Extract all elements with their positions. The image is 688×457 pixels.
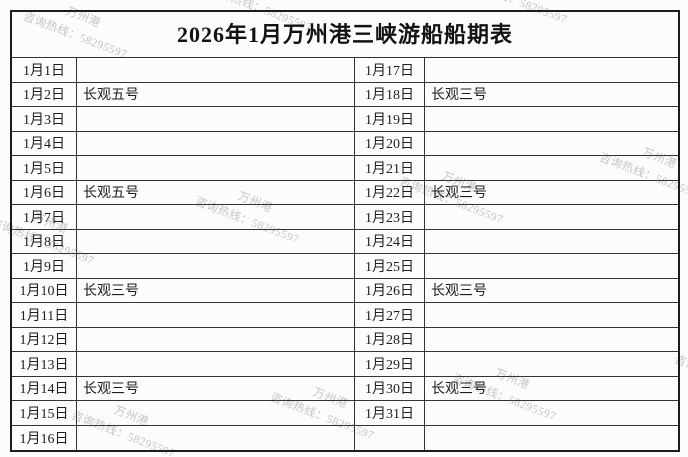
ship-name-cell — [425, 58, 678, 83]
ship-name-cell — [425, 303, 678, 328]
ship-name-cell — [77, 425, 355, 450]
ship-name-cell: 长观五号 — [77, 82, 355, 107]
ship-name-cell — [77, 327, 355, 352]
schedule-table: 2026年1月万州港三峡游船船期表 1月1日 1月17日 1月2日 长观五号 1月18日… — [10, 10, 680, 452]
ship-name-cell — [425, 352, 678, 377]
date-cell: 1月4日 — [12, 131, 77, 156]
date-cell: 1月6日 — [12, 180, 77, 205]
date-cell: 1月1日 — [12, 58, 77, 83]
date-cell: 1月28日 — [355, 327, 425, 352]
date-cell: 1月13日 — [12, 352, 77, 377]
ship-name-cell — [425, 401, 678, 426]
ship-name-cell: 长观五号 — [77, 180, 355, 205]
date-cell: 1月25日 — [355, 254, 425, 279]
date-cell: 1月27日 — [355, 303, 425, 328]
ship-name-cell: 长观三号 — [77, 278, 355, 303]
date-cell: 1月22日 — [355, 180, 425, 205]
ship-name-cell — [77, 205, 355, 230]
ship-name-cell: 长观三号 — [77, 376, 355, 401]
date-cell: 1月30日 — [355, 376, 425, 401]
date-cell: 1月12日 — [12, 327, 77, 352]
ship-name-cell: 长观三号 — [425, 83, 678, 107]
date-cell: 1月15日 — [12, 401, 77, 426]
date-cell: 1月24日 — [355, 229, 425, 254]
page-title: 2026年1月万州港三峡游船船期表 — [12, 12, 678, 58]
date-cell: 1月16日 — [12, 425, 77, 450]
ship-name-cell — [425, 230, 678, 254]
date-cell: 1月17日 — [355, 58, 425, 83]
ship-name-cell — [77, 156, 355, 181]
ship-name-cell — [77, 254, 355, 279]
ship-name-cell — [77, 131, 355, 156]
date-cell: 1月20日 — [355, 131, 425, 156]
ship-name-cell — [77, 107, 355, 132]
date-cell: 1月21日 — [355, 156, 425, 181]
date-cell: 1月3日 — [12, 107, 77, 132]
ship-name-cell — [425, 254, 678, 279]
ship-name-cell — [77, 401, 355, 426]
date-cell — [355, 425, 425, 450]
date-cell: 1月29日 — [355, 352, 425, 377]
date-cell: 1月9日 — [12, 254, 77, 279]
ship-name-cell — [425, 205, 678, 230]
date-cell: 1月5日 — [12, 156, 77, 181]
date-cell: 1月18日 — [355, 82, 425, 107]
date-cell: 1月19日 — [355, 107, 425, 132]
ship-name-cell — [77, 352, 355, 377]
ship-name-cell — [77, 229, 355, 254]
ship-name-cell — [425, 156, 678, 181]
date-cell: 1月7日 — [12, 205, 77, 230]
ship-name-cell — [425, 426, 678, 451]
ship-name-cell — [77, 303, 355, 328]
date-cell: 1月31日 — [355, 401, 425, 426]
date-cell: 1月8日 — [12, 229, 77, 254]
ship-name-cell — [425, 107, 678, 132]
ship-name-cell: 长观三号 — [425, 279, 678, 303]
date-cell: 1月23日 — [355, 205, 425, 230]
schedule-grid: 1月1日 1月17日 1月2日 长观五号 1月18日 长观三号 1月3日 1月19日 1月4日 1… — [12, 58, 678, 450]
ship-name-cell — [425, 132, 678, 156]
ship-name-cell: 长观三号 — [425, 377, 678, 401]
ship-name-cell — [425, 328, 678, 352]
date-cell: 1月2日 — [12, 82, 77, 107]
ship-name-cell: 长观三号 — [425, 181, 678, 205]
date-cell: 1月11日 — [12, 303, 77, 328]
date-cell: 1月14日 — [12, 376, 77, 401]
date-cell: 1月10日 — [12, 278, 77, 303]
watermark-port-name: 万州港 — [504, 0, 576, 9]
ship-name-cell — [77, 58, 355, 83]
date-cell: 1月26日 — [355, 278, 425, 303]
